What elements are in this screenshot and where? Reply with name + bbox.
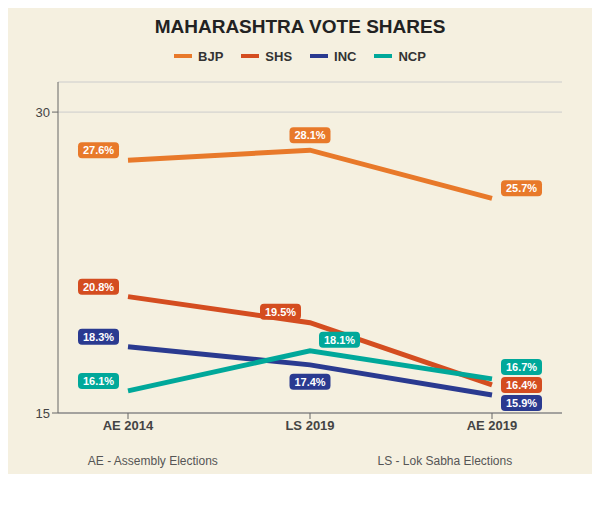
svg-text:30: 30 <box>36 105 50 120</box>
svg-text:28.1%: 28.1% <box>294 129 325 141</box>
html-text:NCP: NCP <box>398 48 426 64</box>
svg-text:17.4%: 17.4% <box>294 376 325 388</box>
svg-text:15: 15 <box>36 406 50 421</box>
svg-text:27.6%: 27.6% <box>83 144 114 156</box>
html-text:LS - Lok Sabha Elections: LS - Lok Sabha Elections <box>377 454 513 468</box>
html-text:AE - Assembly Elections: AE - Assembly Elections <box>87 454 218 468</box>
svg-text:16.4%: 16.4% <box>506 379 537 391</box>
svg-text:18.1%: 18.1% <box>324 334 355 346</box>
html-text:MAHARASHTRA VOTE SHARES: MAHARASHTRA VOTE SHARES <box>154 16 446 37</box>
svg-text:18.3%: 18.3% <box>83 331 114 343</box>
html-text:INC: INC <box>334 48 357 64</box>
html-text:SHS: SHS <box>265 48 293 64</box>
svg-text:19.5%: 19.5% <box>265 306 296 318</box>
svg-text:AE 2019: AE 2019 <box>467 418 518 433</box>
svg-text:LS 2019: LS 2019 <box>285 418 334 433</box>
svg-text:16.7%: 16.7% <box>506 361 537 373</box>
svg-text:15.9%: 15.9% <box>506 397 537 409</box>
svg-text:AE 2014: AE 2014 <box>103 418 154 433</box>
svg-text:20.8%: 20.8% <box>83 281 114 293</box>
svg-text:25.7%: 25.7% <box>506 182 537 194</box>
svg-text:16.1%: 16.1% <box>83 375 114 387</box>
html-text:BJP: BJP <box>198 48 224 64</box>
